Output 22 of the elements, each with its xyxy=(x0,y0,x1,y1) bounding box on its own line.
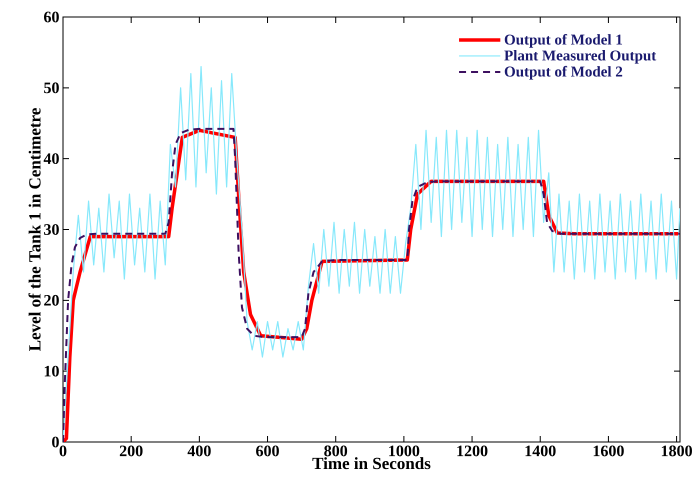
y-tick-label: 50 xyxy=(44,82,59,94)
y-tick-label: 20 xyxy=(44,294,59,306)
y-tick-label: 10 xyxy=(44,366,59,377)
x-tick-label: 400 xyxy=(188,446,211,456)
x-tick-label: 1400 xyxy=(526,446,556,456)
y-tick-label: 40 xyxy=(44,153,59,164)
y-tick-label: 60 xyxy=(44,12,59,22)
legend-label: Output of Model 1 xyxy=(504,34,622,48)
y-axis-title: Level of the Tank 1 in Centimetre xyxy=(28,108,41,352)
legend-label: Plant Measured Output xyxy=(504,50,656,64)
x-tick-label: 0 xyxy=(60,446,66,456)
legend-label: Output of Model 2 xyxy=(504,66,622,80)
x-tick-label: 800 xyxy=(324,446,348,456)
y-tick-label: 30 xyxy=(44,224,59,235)
y-tick-label: 0 xyxy=(52,436,59,448)
x-axis-title: Time in Seconds xyxy=(312,457,430,470)
x-tick-label: 1800 xyxy=(662,446,692,456)
x-tick-label: 200 xyxy=(120,446,143,456)
x-tick-label: 1000 xyxy=(389,446,420,456)
x-tick-label: 600 xyxy=(256,446,279,456)
x-tick-label: 1200 xyxy=(457,446,488,456)
x-tick-label: 1600 xyxy=(594,446,624,456)
